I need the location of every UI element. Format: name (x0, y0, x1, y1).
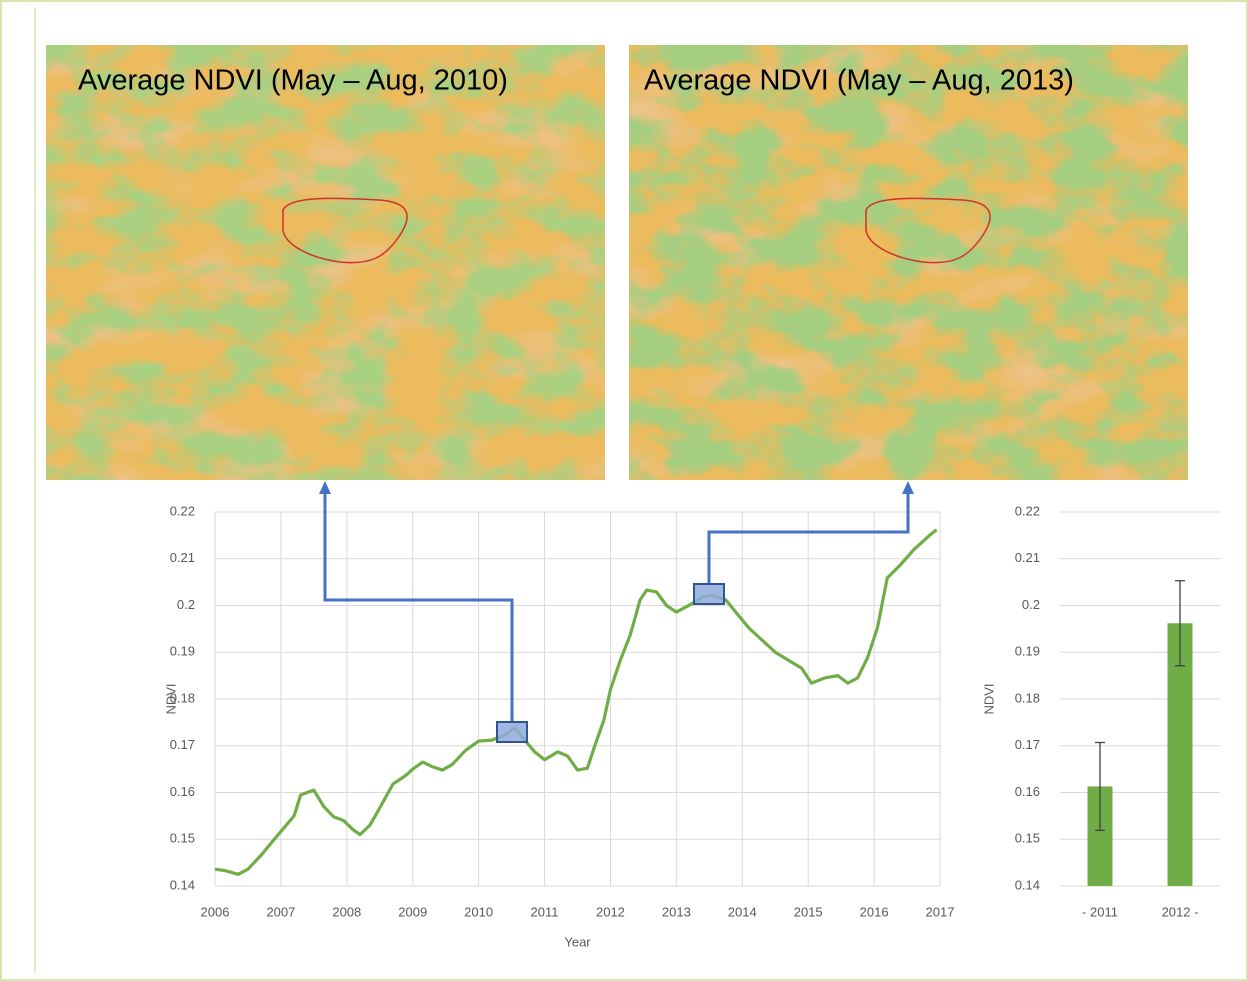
y-tick-label: 0.17 (1015, 737, 1040, 752)
arrow-head (902, 481, 914, 494)
y-tick-label: 0.16 (1015, 784, 1040, 799)
x-tick-label: 2006 (201, 904, 230, 919)
y-tick-label: 0.14 (170, 877, 195, 892)
image-vegetation (629, 45, 1188, 480)
data-line (215, 530, 937, 875)
image-vegetation (46, 45, 605, 480)
x-tick-label: 2014 (728, 904, 757, 919)
x-tick-label: 2015 (794, 904, 823, 919)
x-tick-label: 2007 (266, 904, 295, 919)
y-tick-label: 0.21 (170, 550, 195, 565)
figure: Average NDVI (May – Aug, 2010) Average N… (0, 0, 1248, 981)
y-tick-label: 0.15 (1015, 831, 1040, 846)
y-tick-label: 0.18 (1015, 690, 1040, 705)
connectors (319, 481, 914, 742)
image-title: Average NDVI (May – Aug, 2010) (78, 65, 508, 97)
x-axis-title: Year (564, 934, 591, 949)
x-tick-label: - 2011 (1082, 904, 1118, 919)
x-tick-label: 2016 (860, 904, 889, 919)
y-tick-label: 0.16 (170, 784, 195, 799)
connector (325, 492, 512, 722)
y-axis-title: NDVI (981, 683, 996, 714)
x-tick-label: 2017 (926, 904, 955, 919)
y-tick-label: 0.15 (170, 831, 195, 846)
y-tick-label: 0.14 (1015, 877, 1040, 892)
y-tick-label: 0.2 (1022, 597, 1040, 612)
image-panel: Average NDVI (May – Aug, 2013) (629, 45, 1188, 480)
highlight-box (694, 584, 724, 604)
x-tick-label: 2013 (662, 904, 691, 919)
y-tick-label: 0.22 (1015, 503, 1040, 518)
y-tick-label: 0.2 (177, 597, 195, 612)
charts: 0.14 0.15 0.16 0.17 0.18 0.19 0.2 0.21 0.22 2006 2… (163, 503, 1220, 949)
x-tick-label: 2012 (596, 904, 625, 919)
image-panel: Average NDVI (May – Aug, 2010) (46, 45, 605, 480)
y-tick-label: 0.19 (170, 644, 195, 659)
y-axis-title: NDVI (163, 683, 178, 714)
x-tick-label: 2011 (531, 904, 559, 919)
arrow-head (319, 481, 331, 494)
highlight-box (497, 722, 527, 742)
x-tick-label: 2008 (332, 904, 361, 919)
x-tick-label: 2010 (464, 904, 493, 919)
y-tick-label: 0.21 (1015, 550, 1040, 565)
x-tick-label: 2012 - (1162, 904, 1199, 919)
x-tick-label: 2009 (398, 904, 427, 919)
y-tick-label: 0.17 (170, 737, 195, 752)
y-tick-label: 0.22 (170, 503, 195, 518)
image-title: Average NDVI (May – Aug, 2013) (644, 65, 1074, 97)
y-tick-label: 0.19 (1015, 644, 1040, 659)
